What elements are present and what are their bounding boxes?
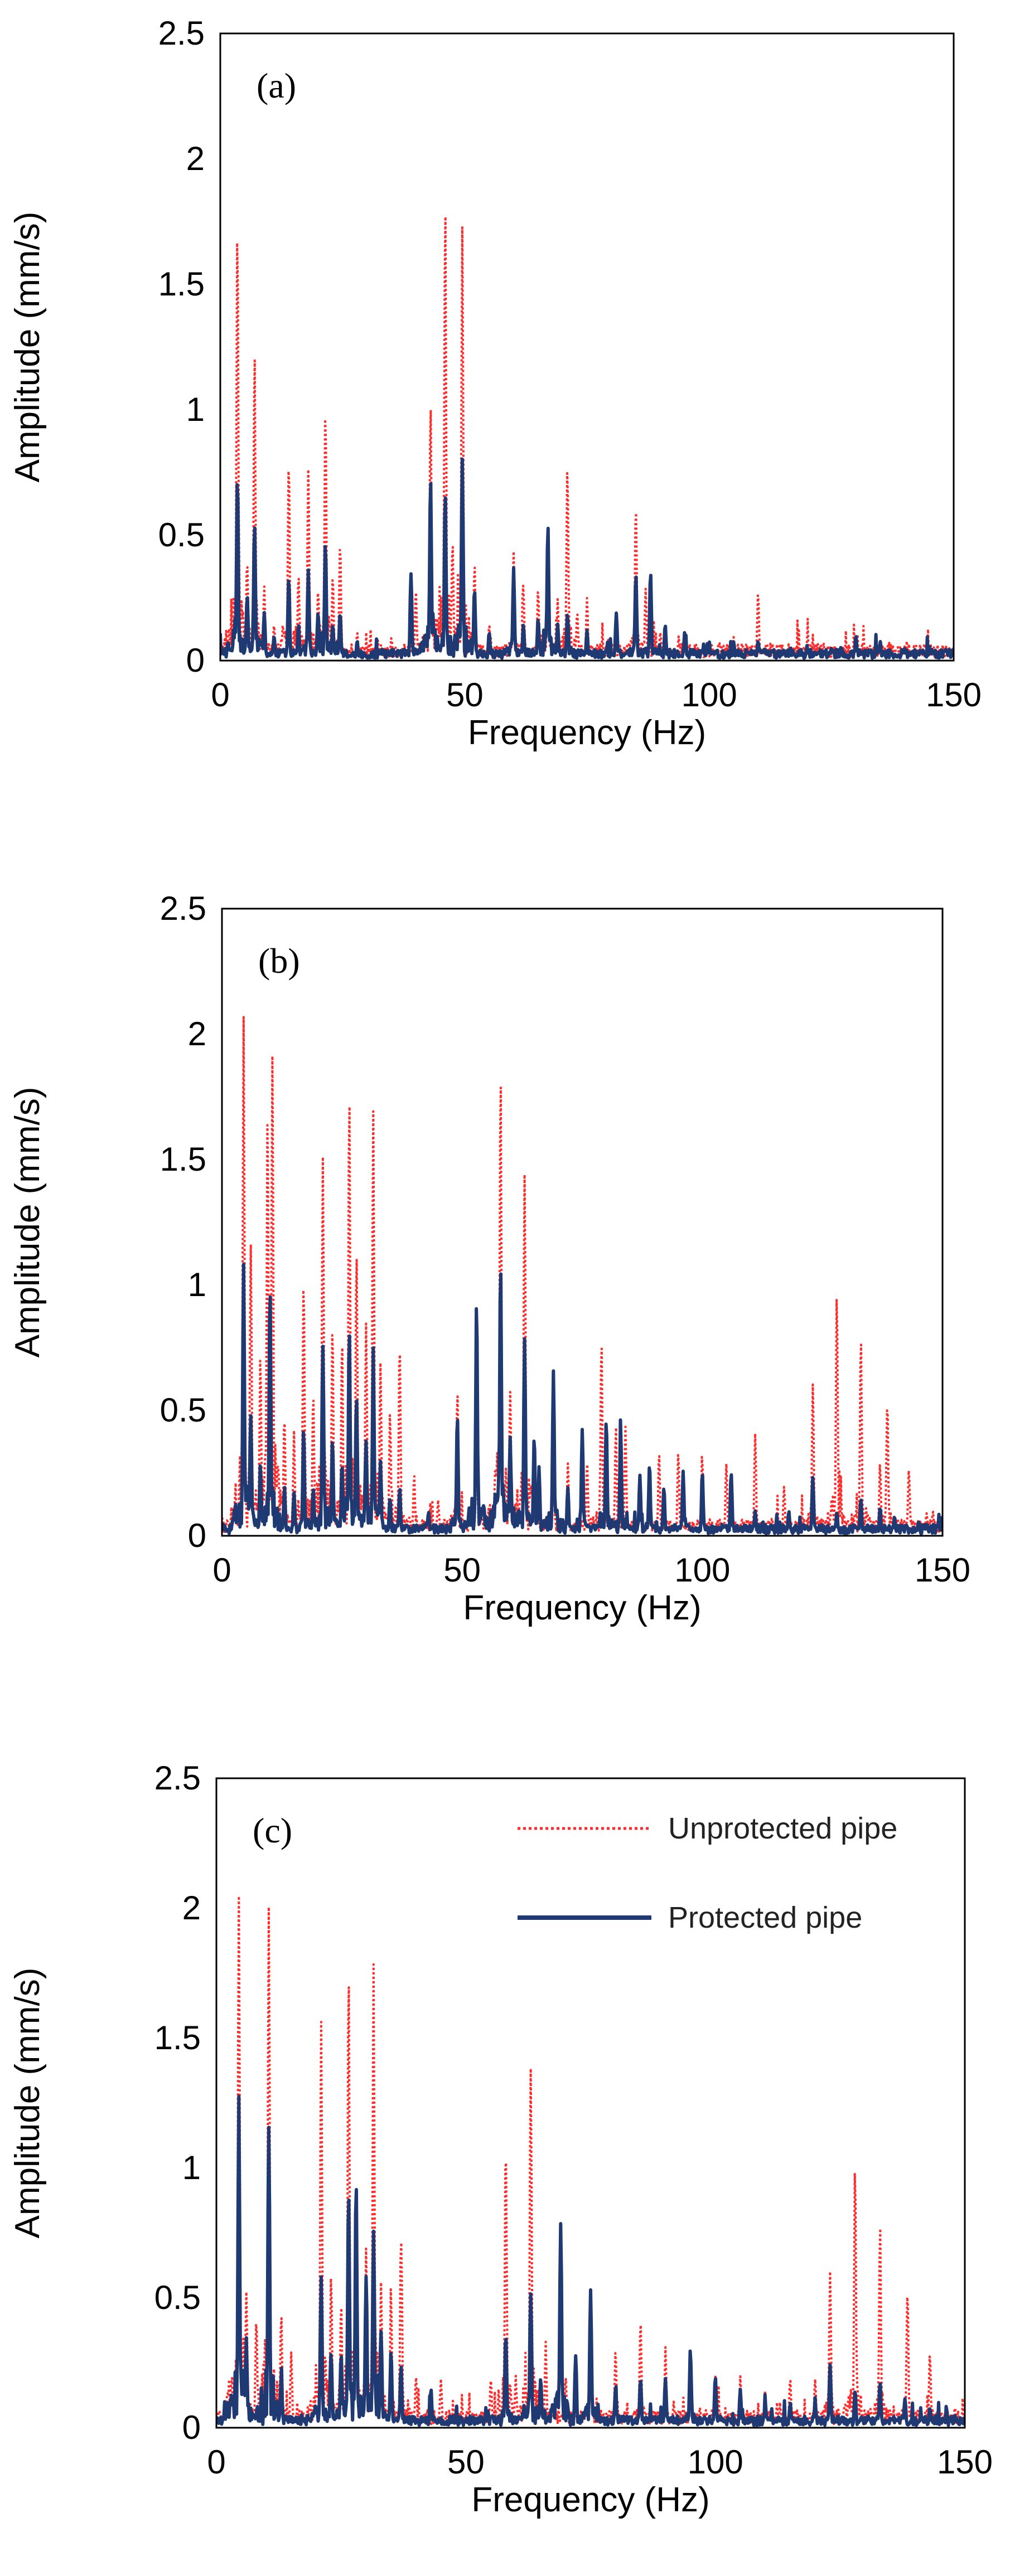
y-tick-label: 1.5 [160,1141,206,1178]
legend-label-unprotected: Unprotected pipe [668,1812,897,1845]
x-tick-label: 50 [446,676,484,714]
chart-panel-1: 0 0.5 1 1.5 2 2.5 0 50 100 150 Frequency (Hz) Ampli… [8,14,982,752]
x-axis-title: Frequency (Hz) [468,714,706,752]
x-tick-label: 0 [212,1551,231,1589]
legend-label-protected: Protected pipe [668,1901,862,1934]
y-axis-title: Amplitude (mm/s) [8,1968,47,2239]
y-tick-label: 2 [182,1889,201,1927]
x-tick-label: 0 [207,2443,225,2481]
x-tick-label: 150 [915,1551,970,1589]
x-axis-title: Frequency (Hz) [463,1589,701,1627]
chart-panel-3: 0 0.5 1 1.5 2 2.5 0 50 100 150 Frequency (Hz) Ampli… [8,1759,993,2519]
y-axis-title: Amplitude (mm/s) [8,1087,47,1358]
panel-label: (b) [258,941,300,981]
x-tick-label: 100 [682,676,737,714]
panel-label: (a) [257,66,296,105]
x-axis-title: Frequency (Hz) [471,2481,709,2519]
x-tick-label: 150 [926,676,982,714]
chart-panel-2: 0 0.5 1 1.5 2 2.5 0 50 100 150 Frequency (Hz) Ampli… [8,890,970,1627]
series-line-unprotected [220,215,954,658]
x-tick-label: 100 [688,2443,743,2481]
y-tick-label: 2.5 [154,1759,201,1797]
y-tick-label: 1 [188,1266,206,1303]
y-tick-label: 2.5 [158,14,205,52]
y-tick-label: 1 [182,2149,201,2186]
x-tick-label: 50 [443,1551,481,1589]
y-tick-label: 2 [188,1015,206,1052]
y-axis-title: Amplitude (mm/s) [8,212,47,483]
y-tick-label: 0 [188,1517,206,1554]
x-tick-label: 100 [674,1551,730,1589]
x-tick-label: 0 [211,676,229,714]
y-tick-label: 2 [186,140,205,177]
x-tick-label: 50 [447,2443,485,2481]
y-tick-label: 2.5 [160,890,206,927]
series-line-protected [220,457,954,660]
plot-frame [221,908,944,1537]
y-tick-label: 0.5 [154,2279,201,2316]
plot-frame [215,1777,966,2429]
panel-label: (c) [253,1811,292,1850]
y-tick-label: 0.5 [160,1391,206,1429]
y-tick-label: 0 [182,2409,201,2446]
x-tick-label: 150 [937,2443,993,2481]
series-line-unprotected [222,1016,943,1534]
y-tick-label: 0 [186,642,205,679]
series-line-protected [216,2094,965,2427]
y-tick-label: 1 [186,391,205,428]
series-line-protected [222,1263,943,1535]
y-tick-label: 0.5 [158,516,205,554]
y-tick-label: 1.5 [154,2019,201,2056]
legend: Unprotected pipe Protected pipe [518,1812,897,1934]
plot-frame [219,32,955,662]
y-tick-label: 1.5 [158,265,205,303]
